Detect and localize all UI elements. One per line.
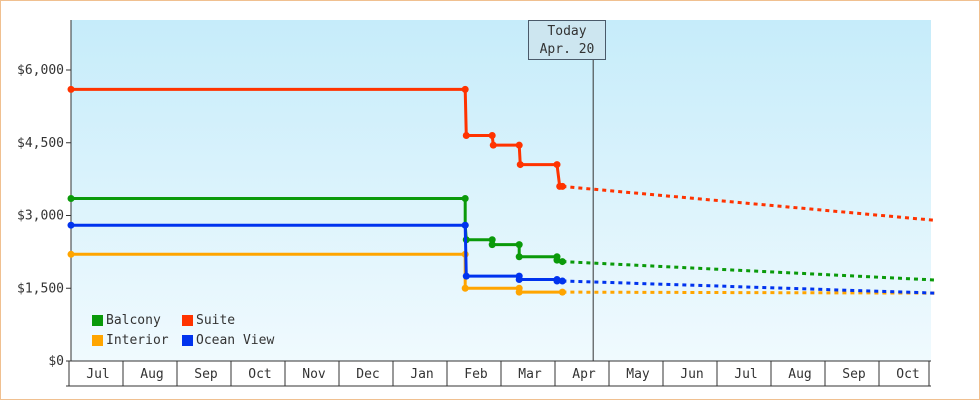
series-point-balcony [515, 253, 523, 261]
series-point-suite [553, 161, 561, 169]
y-tick-label: $6,000 [17, 63, 64, 78]
today-marker: Today Apr. 20 [528, 20, 606, 60]
x-axis: Jul Aug Sep Oct Nov Dec Jan Feb Mar Apr May Jun Jul A… [66, 360, 931, 387]
x-tick-label: Nov [302, 367, 326, 382]
legend-item-balcony: Balcony [92, 311, 161, 329]
series-point-suite [67, 85, 75, 93]
plot-area [71, 20, 931, 361]
series-point-balcony [461, 195, 469, 203]
series-point-balcony [515, 241, 523, 249]
x-tick-label: Jul [734, 367, 757, 382]
x-tick-label: Jan [410, 367, 433, 382]
series-point-ocean-view [515, 276, 523, 284]
legend-item-suite: Suite [182, 311, 235, 329]
x-tick-label: May [626, 367, 650, 382]
series-point-ocean-view [67, 221, 75, 229]
today-date: Apr. 20 [539, 42, 595, 57]
series-line-interior [71, 252, 563, 294]
legend-item-ocean-view: Ocean View [182, 331, 274, 349]
series-forecast-interior [562, 290, 936, 295]
legend-swatch-suite [182, 314, 193, 326]
series-point-balcony [67, 195, 75, 203]
series-point-ocean-view [461, 221, 469, 229]
legend-label-suite: Suite [196, 312, 236, 328]
x-tick-label: Sep [194, 367, 218, 382]
x-tick-label: Jul [86, 367, 109, 382]
x-tick-label: Dec [356, 367, 379, 382]
y-tick-label: $1,500 [17, 281, 64, 296]
legend-swatch-ocean-view [182, 334, 193, 346]
series-point-interior [67, 250, 75, 258]
y-tick-label: $0 [48, 354, 64, 369]
series-line-suite [71, 87, 563, 188]
series-forecast-balcony [562, 260, 936, 282]
legend-swatch-balcony [92, 314, 103, 326]
legend-label-ocean-view: Ocean View [196, 332, 275, 348]
series-point-suite [462, 131, 470, 139]
series-group [67, 85, 936, 296]
x-tick-label: Mar [518, 367, 542, 382]
legend: Balcony Suite Interior Ocean View [92, 311, 292, 351]
x-tick-label: Feb [464, 367, 488, 382]
x-tick-label: Sep [842, 367, 866, 382]
legend-label-interior: Interior [106, 332, 169, 348]
series-point-interior [515, 288, 523, 296]
y-tick-label: $3,000 [17, 209, 64, 224]
series-point-balcony [488, 236, 496, 244]
series-point-suite [488, 131, 496, 139]
x-tick-label: Aug [788, 367, 811, 382]
series-forecast-suite [562, 184, 936, 222]
x-tick-label: Oct [896, 367, 919, 382]
x-tick-label: Jun [680, 367, 703, 382]
legend-label-balcony: Balcony [106, 312, 161, 328]
today-label: Today [547, 24, 587, 39]
series-point-balcony [553, 256, 561, 264]
y-axis: $0 $1,500 $3,000 $4,500 $6,000 [17, 20, 72, 369]
series-forecast-ocean-view [562, 279, 936, 295]
y-tick-label: $4,500 [17, 136, 64, 151]
legend-item-interior: Interior [92, 331, 169, 349]
x-tick-label: Apr [572, 367, 596, 382]
series-point-ocean-view [462, 272, 470, 280]
series-point-balcony [488, 241, 496, 249]
series-point-suite [516, 161, 524, 169]
x-tick-label: Oct [248, 367, 271, 382]
series-point-suite [461, 85, 469, 93]
legend-swatch-interior [92, 334, 103, 346]
series-point-suite [515, 141, 523, 149]
series-point-ocean-view [553, 277, 561, 285]
x-tick-label: Aug [140, 367, 163, 382]
series-point-interior [461, 284, 469, 292]
series-point-suite [489, 141, 497, 149]
